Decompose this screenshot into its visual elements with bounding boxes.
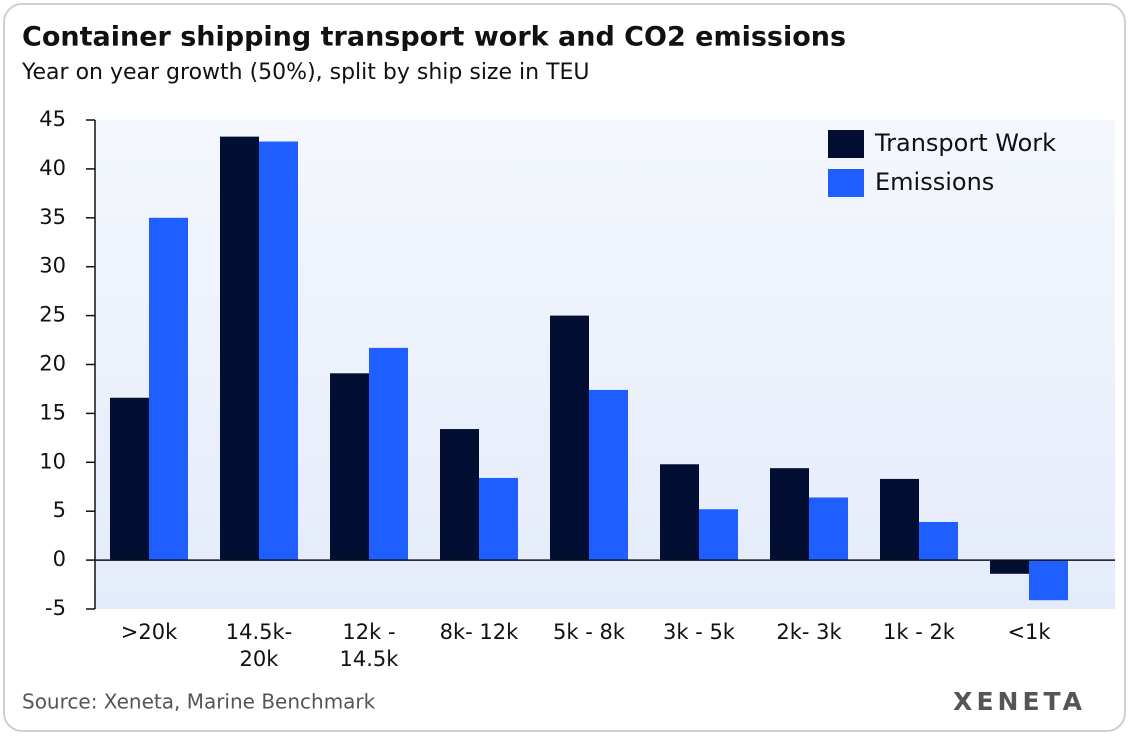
x-tick-label: 3k - 5k: [663, 620, 736, 644]
bar: [919, 521, 958, 561]
source-note: Source: Xeneta, Marine Benchmark: [22, 690, 376, 714]
x-tick-label: 14.5k-20k: [226, 620, 293, 671]
x-tick-label: 1k - 2k: [883, 620, 956, 644]
y-tick-label: 35: [39, 205, 66, 229]
y-tick-label: 15: [39, 400, 66, 424]
bar: [809, 497, 848, 561]
chart-subtitle: Year on year growth (50%), split by ship…: [21, 60, 590, 85]
x-tick-label: 2k- 3k: [776, 620, 842, 644]
x-tick-label: 12k -14.5k: [340, 620, 400, 671]
bar: [589, 389, 628, 561]
y-tick-label: 5: [53, 498, 66, 522]
x-tick-label: 8k- 12k: [440, 620, 519, 644]
bar: [369, 347, 408, 561]
y-tick-label: 0: [53, 547, 66, 571]
y-tick-label: 40: [39, 156, 66, 180]
bar: [550, 315, 589, 561]
bar: [770, 468, 809, 561]
legend-swatch: [828, 169, 864, 197]
x-tick-label: 5k - 8k: [553, 620, 626, 644]
legend-label: Transport Work: [874, 129, 1056, 157]
bar: [149, 217, 188, 561]
chart-title: Container shipping transport work and CO…: [22, 22, 846, 53]
bar: [699, 509, 738, 561]
bar: [479, 477, 518, 561]
y-tick-label: 30: [39, 254, 66, 278]
y-tick-label: 25: [39, 303, 66, 327]
bar: [110, 397, 149, 561]
legend-swatch: [828, 130, 864, 158]
x-tick-label: >20k: [121, 620, 178, 644]
y-tick-label: 20: [39, 352, 66, 376]
bar: [220, 136, 259, 561]
bar: [990, 560, 1029, 574]
bar: [259, 141, 298, 561]
y-tick-label: 10: [39, 449, 66, 473]
y-tick-label: -5: [45, 596, 66, 620]
x-tick-label: <1k: [1007, 620, 1051, 644]
bar: [440, 429, 479, 561]
legend-label: Emissions: [875, 168, 994, 196]
brand-logo: XENETA: [953, 687, 1086, 716]
bar: [880, 478, 919, 561]
bar: [660, 464, 699, 561]
bar: [330, 373, 369, 561]
y-tick-label: 45: [39, 107, 66, 131]
bar: [1029, 560, 1068, 601]
